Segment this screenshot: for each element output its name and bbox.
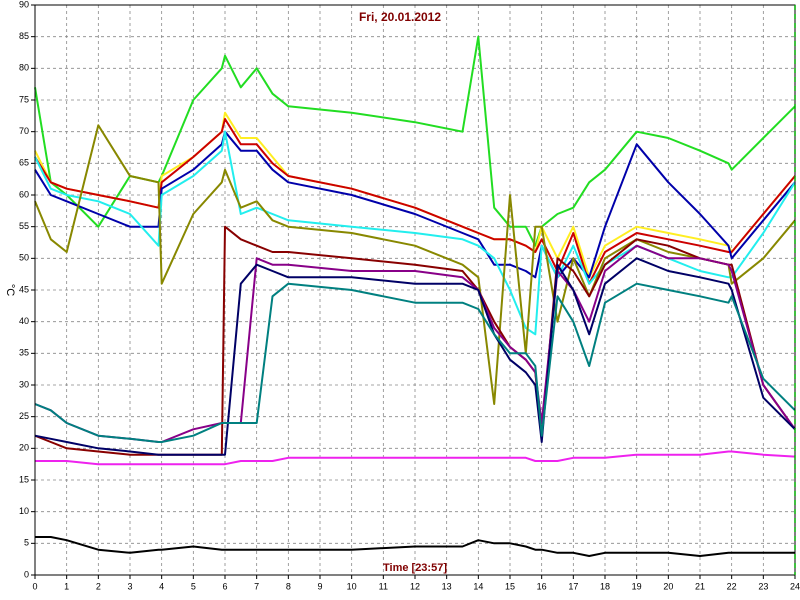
y-tick-label: 30 (19, 379, 29, 389)
series-line (34, 124, 796, 405)
y-tick-label: 40 (19, 316, 29, 326)
x-tick-label: 19 (632, 581, 642, 591)
x-tick-label: 10 (347, 581, 357, 591)
y-axis-label: °C (4, 284, 16, 296)
x-tick-label: 9 (317, 581, 322, 591)
y-tick-label: 50 (19, 253, 29, 263)
series-line (34, 257, 796, 456)
y-tick-label: 45 (19, 284, 29, 294)
y-tick-label: 85 (19, 31, 29, 41)
y-tick-label: 25 (19, 411, 29, 421)
series-line (34, 118, 796, 285)
lines (34, 35, 796, 557)
x-tick-label: 0 (32, 581, 37, 591)
x-tick-label: 3 (127, 581, 132, 591)
x-tick-label: 12 (410, 581, 420, 591)
chart-title: Fri, 20.01.2012 (359, 10, 441, 24)
y-tick-label: 90 (19, 0, 29, 9)
y-tick-label: 60 (19, 189, 29, 199)
x-tick-label: 13 (442, 581, 452, 591)
x-tick-label: 24 (790, 581, 800, 591)
y-tick-label: 0 (24, 569, 29, 579)
x-tick-label: 7 (254, 581, 259, 591)
x-tick-label: 17 (568, 581, 578, 591)
y-tick-label: 5 (24, 538, 29, 548)
x-axis-label: Time [23:57] (383, 562, 447, 574)
y-tick-label: 10 (19, 506, 29, 516)
x-tick-label: 6 (222, 581, 227, 591)
x-tick-label: 14 (473, 581, 483, 591)
x-tick-label: 23 (758, 581, 768, 591)
series-line (34, 282, 796, 443)
y-tick-label: 75 (19, 94, 29, 104)
x-tick-label: 21 (695, 581, 705, 591)
x-tick-label: 5 (191, 581, 196, 591)
x-tick-label: 4 (159, 581, 164, 591)
x-tick-label: 18 (600, 581, 610, 591)
series-line (34, 35, 796, 247)
x-tick-label: 15 (505, 581, 515, 591)
y-tick-label: 80 (19, 63, 29, 73)
y-tick-label: 15 (19, 474, 29, 484)
series-line (35, 536, 795, 557)
x-tick-label: 16 (537, 581, 547, 591)
y-tick-label: 65 (19, 158, 29, 168)
x-tick-label: 22 (727, 581, 737, 591)
x-tick-label: 8 (286, 581, 291, 591)
y-tick-label: 55 (19, 221, 29, 231)
x-tick-label: 11 (379, 581, 388, 591)
x-tick-label: 2 (96, 581, 101, 591)
y-tick-label: 20 (19, 443, 29, 453)
x-tick-label: 1 (64, 581, 69, 591)
y-tick-label: 70 (19, 126, 29, 136)
series-line (35, 450, 796, 466)
y-tick-label: 35 (19, 348, 29, 358)
x-tick-label: 20 (663, 581, 673, 591)
